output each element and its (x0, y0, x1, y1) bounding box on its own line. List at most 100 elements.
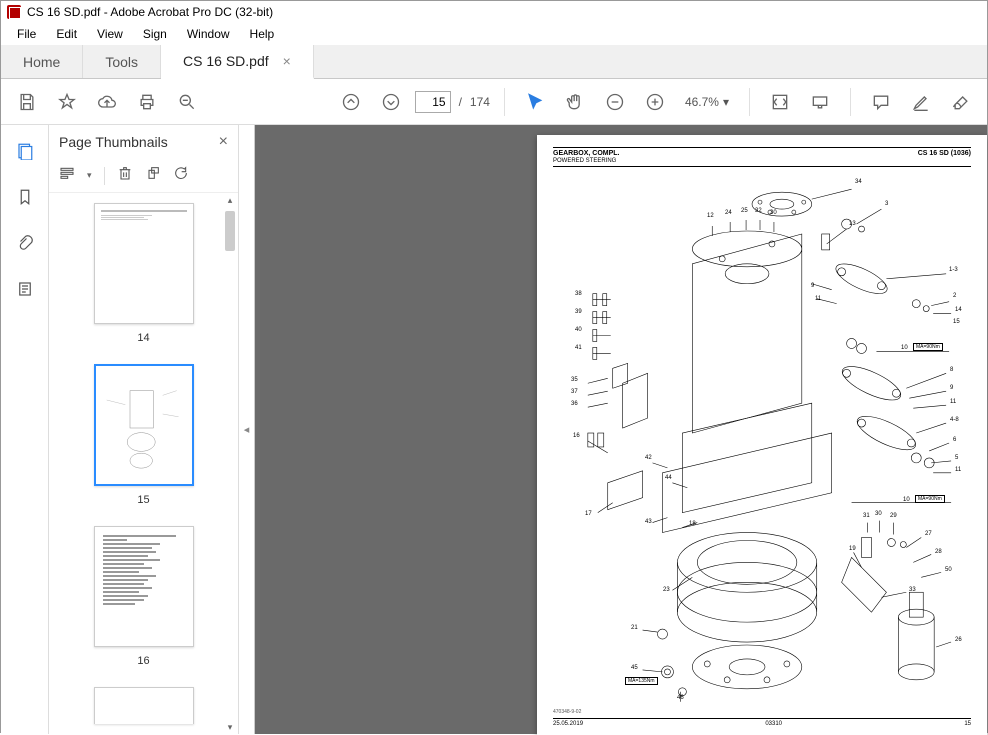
tab-document[interactable]: CS 16 SD.pdf × (161, 45, 314, 79)
callout-28: 28 (935, 549, 942, 555)
note-135nm: MA=135Nm (625, 677, 658, 685)
highlight-button[interactable] (905, 86, 937, 118)
page-code: 03310 (765, 721, 782, 727)
layers-rail-button[interactable] (11, 275, 39, 303)
callout-19: 19 (849, 546, 856, 552)
title-bar: CS 16 SD.pdf - Adobe Acrobat Pro DC (32-… (1, 1, 987, 23)
callout-14: 14 (955, 307, 962, 313)
window-title: CS 16 SD.pdf - Adobe Acrobat Pro DC (32-… (27, 5, 273, 19)
tab-document-label: CS 16 SD.pdf (183, 53, 269, 69)
callout-35: 35 (571, 377, 578, 383)
thumbnails-title: Page Thumbnails (59, 134, 168, 150)
callout-33: 33 (909, 587, 916, 593)
attachments-rail-button[interactable] (11, 229, 39, 257)
print-button[interactable] (131, 86, 163, 118)
content-area: Page Thumbnails × ▾ 14 (1, 125, 987, 734)
menu-help[interactable]: Help (240, 27, 285, 41)
callout-8: 8 (950, 367, 953, 373)
menu-edit[interactable]: Edit (46, 27, 87, 41)
cloud-button[interactable] (91, 86, 123, 118)
thumbnail-17[interactable] (94, 687, 194, 724)
page-reference: 470348-9-02 (553, 709, 581, 715)
callout-11c: 11 (955, 467, 961, 473)
tab-home[interactable]: Home (1, 45, 83, 78)
callout-37: 37 (571, 389, 578, 395)
find-button[interactable] (171, 86, 203, 118)
zoom-in-button[interactable] (639, 86, 671, 118)
delete-icon[interactable] (117, 165, 133, 186)
callout-1-3: 1-3 (949, 267, 958, 273)
callout-30: 30 (770, 210, 777, 216)
page-separator: / (459, 95, 462, 109)
callout-4-8: 4-8 (950, 417, 959, 423)
page-down-button[interactable] (375, 86, 407, 118)
tab-close-icon[interactable]: × (283, 53, 291, 69)
hand-tool-button[interactable] (559, 86, 591, 118)
page-number-input[interactable] (415, 91, 451, 113)
thumbnails-list[interactable]: 14 15 (49, 193, 238, 734)
callout-12: 12 (707, 213, 714, 219)
rotate-icon[interactable] (145, 165, 161, 186)
thumbnail-15[interactable] (94, 364, 194, 485)
page-subtitle: POWERED STEERING (553, 158, 616, 164)
callout-6: 6 (953, 437, 956, 443)
page-up-button[interactable] (335, 86, 367, 118)
scroll-thumb[interactable] (225, 211, 235, 251)
menu-sign[interactable]: Sign (133, 27, 177, 41)
zoom-dropdown[interactable]: 46.7%▾ (679, 95, 735, 109)
comment-button[interactable] (865, 86, 897, 118)
close-panel-icon[interactable]: × (219, 133, 228, 151)
callout-25: 25 (741, 208, 748, 214)
callout-36: 36 (571, 401, 578, 407)
callout-5: 5 (955, 455, 958, 461)
thumbnails-toolbar: ▾ (49, 159, 238, 193)
thumbnails-panel: Page Thumbnails × ▾ 14 (49, 125, 239, 734)
callout-10b: 10 (903, 497, 910, 503)
refresh-icon[interactable] (173, 165, 189, 186)
chevron-down-icon: ▾ (723, 95, 729, 109)
options-dropdown[interactable] (59, 165, 75, 186)
page-view[interactable]: GEARBOX, COMPL. POWERED STEERING CS 16 S… (255, 125, 987, 734)
collapse-panel-handle[interactable]: ◂ (239, 125, 255, 734)
callout-46: 46 (677, 695, 684, 701)
menu-view[interactable]: View (87, 27, 133, 41)
callout-2: 2 (953, 293, 956, 299)
toolbar: / 174 46.7%▾ (1, 79, 987, 125)
bookmarks-rail-button[interactable] (11, 183, 39, 211)
callout-40: 40 (575, 327, 582, 333)
callout-16: 16 (573, 433, 580, 439)
callout-3: 3 (885, 201, 888, 207)
menu-file[interactable]: File (7, 27, 46, 41)
tab-home-label: Home (23, 54, 60, 70)
zoom-out-button[interactable] (599, 86, 631, 118)
callout-23: 23 (663, 587, 670, 593)
thumbnail-14[interactable] (94, 203, 194, 324)
chevron-down-icon[interactable]: ▾ (87, 170, 92, 181)
thumbnail-16[interactable] (94, 526, 194, 647)
tab-tools[interactable]: Tools (83, 45, 161, 78)
scroll-down-icon[interactable]: ▾ (224, 720, 236, 734)
callout-50: 50 (945, 567, 952, 573)
sign-button[interactable] (945, 86, 977, 118)
fit-width-button[interactable] (764, 86, 796, 118)
callout-39: 39 (575, 309, 582, 315)
callout-24: 24 (725, 210, 732, 216)
callout-9b: 9 (950, 385, 953, 391)
read-mode-button[interactable] (804, 86, 836, 118)
callout-26: 26 (955, 637, 962, 643)
callout-13: 13 (849, 221, 856, 227)
menu-window[interactable]: Window (177, 27, 240, 41)
thumbnails-scrollbar[interactable]: ▴ ▾ (224, 193, 236, 734)
callout-30b: 30 (875, 511, 882, 517)
scroll-up-icon[interactable]: ▴ (224, 193, 236, 207)
star-button[interactable] (51, 86, 83, 118)
thumbnail-14-label: 14 (137, 332, 149, 344)
callout-10a: 10 (901, 345, 908, 351)
page-model: CS 16 SD (1036) (918, 150, 971, 164)
thumbnails-rail-button[interactable] (11, 137, 39, 165)
select-tool-button[interactable] (519, 86, 551, 118)
callout-42: 42 (645, 455, 652, 461)
save-button[interactable] (11, 86, 43, 118)
callout-11b: 11 (950, 399, 956, 405)
callout-38: 38 (575, 291, 582, 297)
